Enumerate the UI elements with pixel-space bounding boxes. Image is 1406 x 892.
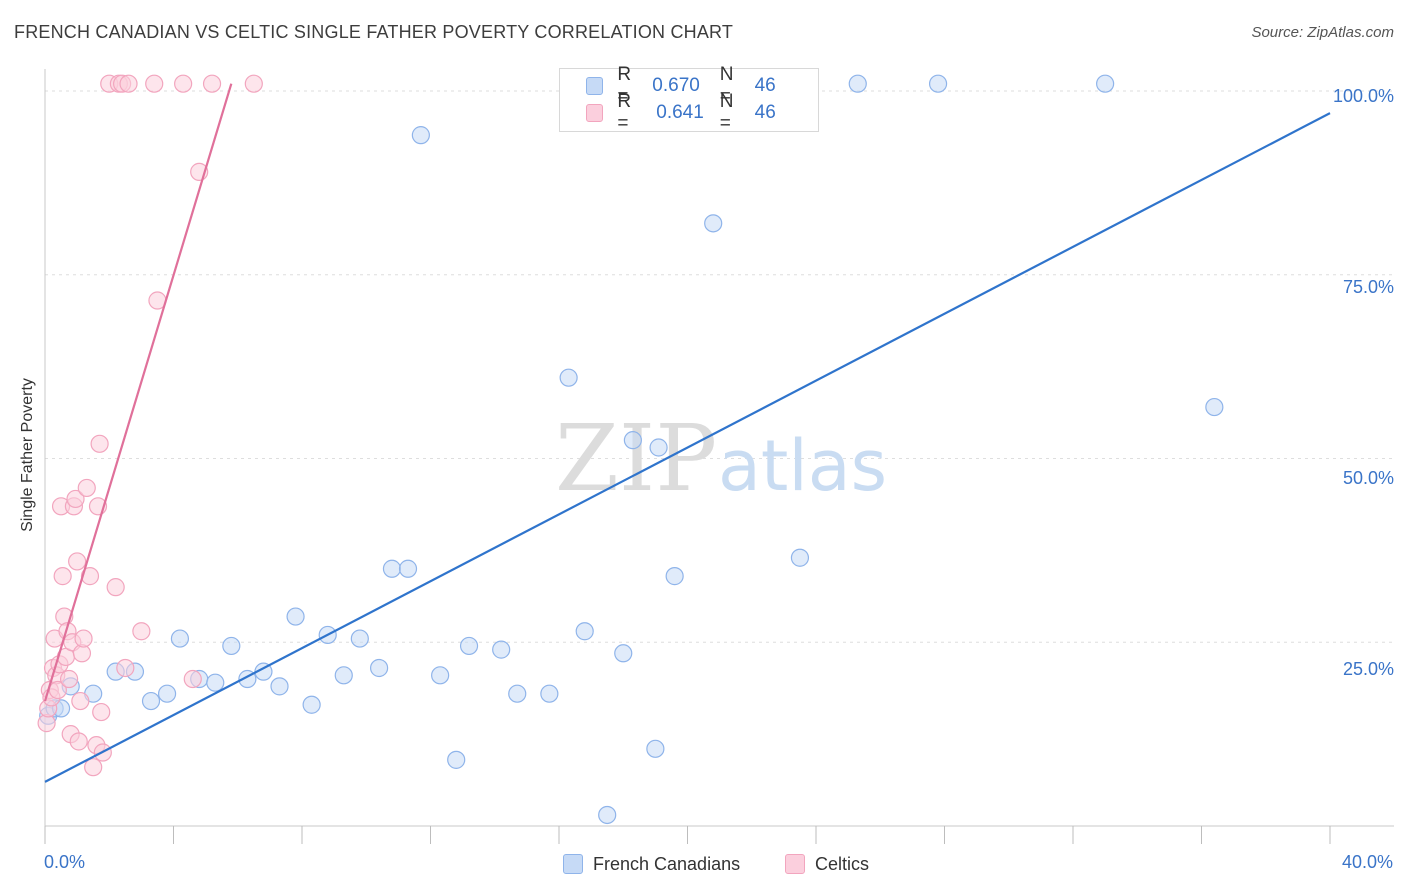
legend-n-label: N = — [719, 91, 734, 134]
data-point-celtics — [68, 552, 87, 571]
data-point-celtics — [53, 567, 72, 586]
legend-r-label: R = — [617, 91, 632, 134]
data-point-celtics — [80, 567, 100, 586]
data-point-french-canadians — [646, 739, 665, 758]
bottom-legend-swatch — [785, 854, 805, 874]
y-tick-label: 25.0% — [1342, 659, 1394, 679]
data-point-celtics — [66, 489, 85, 509]
data-point-celtics — [174, 74, 193, 93]
data-point-celtics — [119, 74, 138, 93]
watermark-atlas: atlas — [718, 425, 887, 507]
trend-lines — [43, 83, 1331, 783]
data-point-french-canadians — [559, 368, 578, 387]
legend: R = 0.670 N = 46 R = 0.641 N = 46 — [559, 64, 819, 134]
bottom-legend-label: French Canadians — [593, 853, 741, 874]
y-tick-label: 100.0% — [1332, 86, 1394, 106]
data-point-french-canadians — [1096, 74, 1115, 93]
data-point-french-canadians — [382, 559, 402, 578]
x-tick-label-min: 0.0% — [44, 852, 86, 872]
data-point-celtics — [145, 74, 164, 93]
legend-row-french-canadians: R = 0.670 N = 46 — [586, 64, 818, 107]
data-point-french-canadians — [170, 629, 190, 648]
data-point-celtics — [106, 578, 125, 597]
data-point-celtics — [84, 758, 103, 777]
data-point-celtics — [74, 629, 93, 648]
data-point-french-canadians — [206, 673, 225, 692]
data-point-french-canadians — [370, 658, 389, 678]
bottom-legend-celtics: Celtics — [785, 852, 869, 876]
source-credit: Source: ZipAtlas.com — [1251, 24, 1394, 41]
data-point-french-canadians — [848, 74, 867, 93]
data-point-celtics — [244, 74, 263, 93]
data-point-french-canadians — [411, 126, 430, 145]
data-point-celtics — [92, 702, 111, 722]
legend-n-label: N = — [719, 64, 734, 107]
trend-line-french-canadians — [44, 112, 1331, 783]
data-point-french-canadians — [790, 548, 810, 567]
y-tick-label: 50.0% — [1342, 468, 1394, 488]
data-point-french-canadians — [665, 567, 684, 586]
data-point-french-canadians — [623, 431, 642, 450]
data-point-celtics — [59, 669, 79, 689]
data-point-french-canadians — [540, 684, 559, 703]
data-point-celtics — [116, 658, 135, 678]
data-point-french-canadians — [398, 559, 418, 578]
data-point-french-canadians — [928, 74, 948, 93]
y-tick-label: 75.0% — [1342, 277, 1394, 297]
series-celtics — [37, 74, 263, 777]
legend-n-value: 46 — [754, 102, 776, 123]
data-point-french-canadians — [704, 214, 723, 233]
data-point-celtics — [90, 434, 109, 453]
legend-r-value: 0.641 — [656, 102, 704, 123]
legend-r-value: 0.670 — [652, 75, 700, 96]
data-point-celtics — [183, 669, 202, 689]
legend-n-value: 46 — [754, 75, 776, 96]
watermark-zip: ZIP — [555, 405, 717, 512]
data-point-french-canadians — [431, 666, 450, 685]
legend-swatch-french-canadians — [586, 77, 604, 95]
data-point-french-canadians — [270, 677, 289, 696]
data-point-french-canadians — [447, 750, 466, 769]
x-tick-label-max: 40.0% — [1341, 852, 1393, 872]
data-point-french-canadians — [649, 438, 668, 457]
data-point-celtics — [71, 691, 90, 711]
data-point-french-canadians — [1205, 397, 1224, 417]
data-point-french-canadians — [157, 684, 177, 703]
data-point-celtics — [77, 478, 96, 498]
trend-line-celtics — [43, 83, 233, 702]
data-point-french-canadians — [459, 636, 479, 656]
watermark: ZIP atlas — [555, 405, 887, 512]
data-point-celtics — [132, 622, 151, 641]
data-point-french-canadians — [302, 695, 321, 714]
gridlines — [45, 90, 1394, 643]
legend-r-label: R = — [617, 64, 632, 107]
bottom-legend-swatch — [563, 854, 583, 874]
data-point-french-canadians — [492, 640, 511, 659]
data-point-french-canadians — [350, 629, 369, 648]
legend-row-celtics: R = 0.641 N = 46 — [586, 91, 818, 134]
data-point-french-canadians — [286, 607, 305, 626]
data-point-french-canadians — [334, 666, 353, 685]
data-point-french-canadians — [575, 622, 594, 641]
chart-title: FRENCH CANADIAN VS CELTIC SINGLE FATHER … — [14, 22, 734, 42]
bottom-legend-french-canadians: French Canadians — [563, 852, 740, 876]
data-point-celtics — [69, 732, 88, 751]
bottom-legend-label: Celtics — [815, 853, 870, 874]
legend-swatch-celtics — [586, 104, 604, 122]
data-point-french-canadians — [508, 684, 527, 703]
data-point-french-canadians — [614, 644, 633, 663]
data-point-french-canadians — [222, 636, 241, 656]
data-point-celtics — [202, 74, 222, 93]
data-point-french-canadians — [598, 805, 617, 825]
data-point-french-canadians — [141, 691, 161, 711]
